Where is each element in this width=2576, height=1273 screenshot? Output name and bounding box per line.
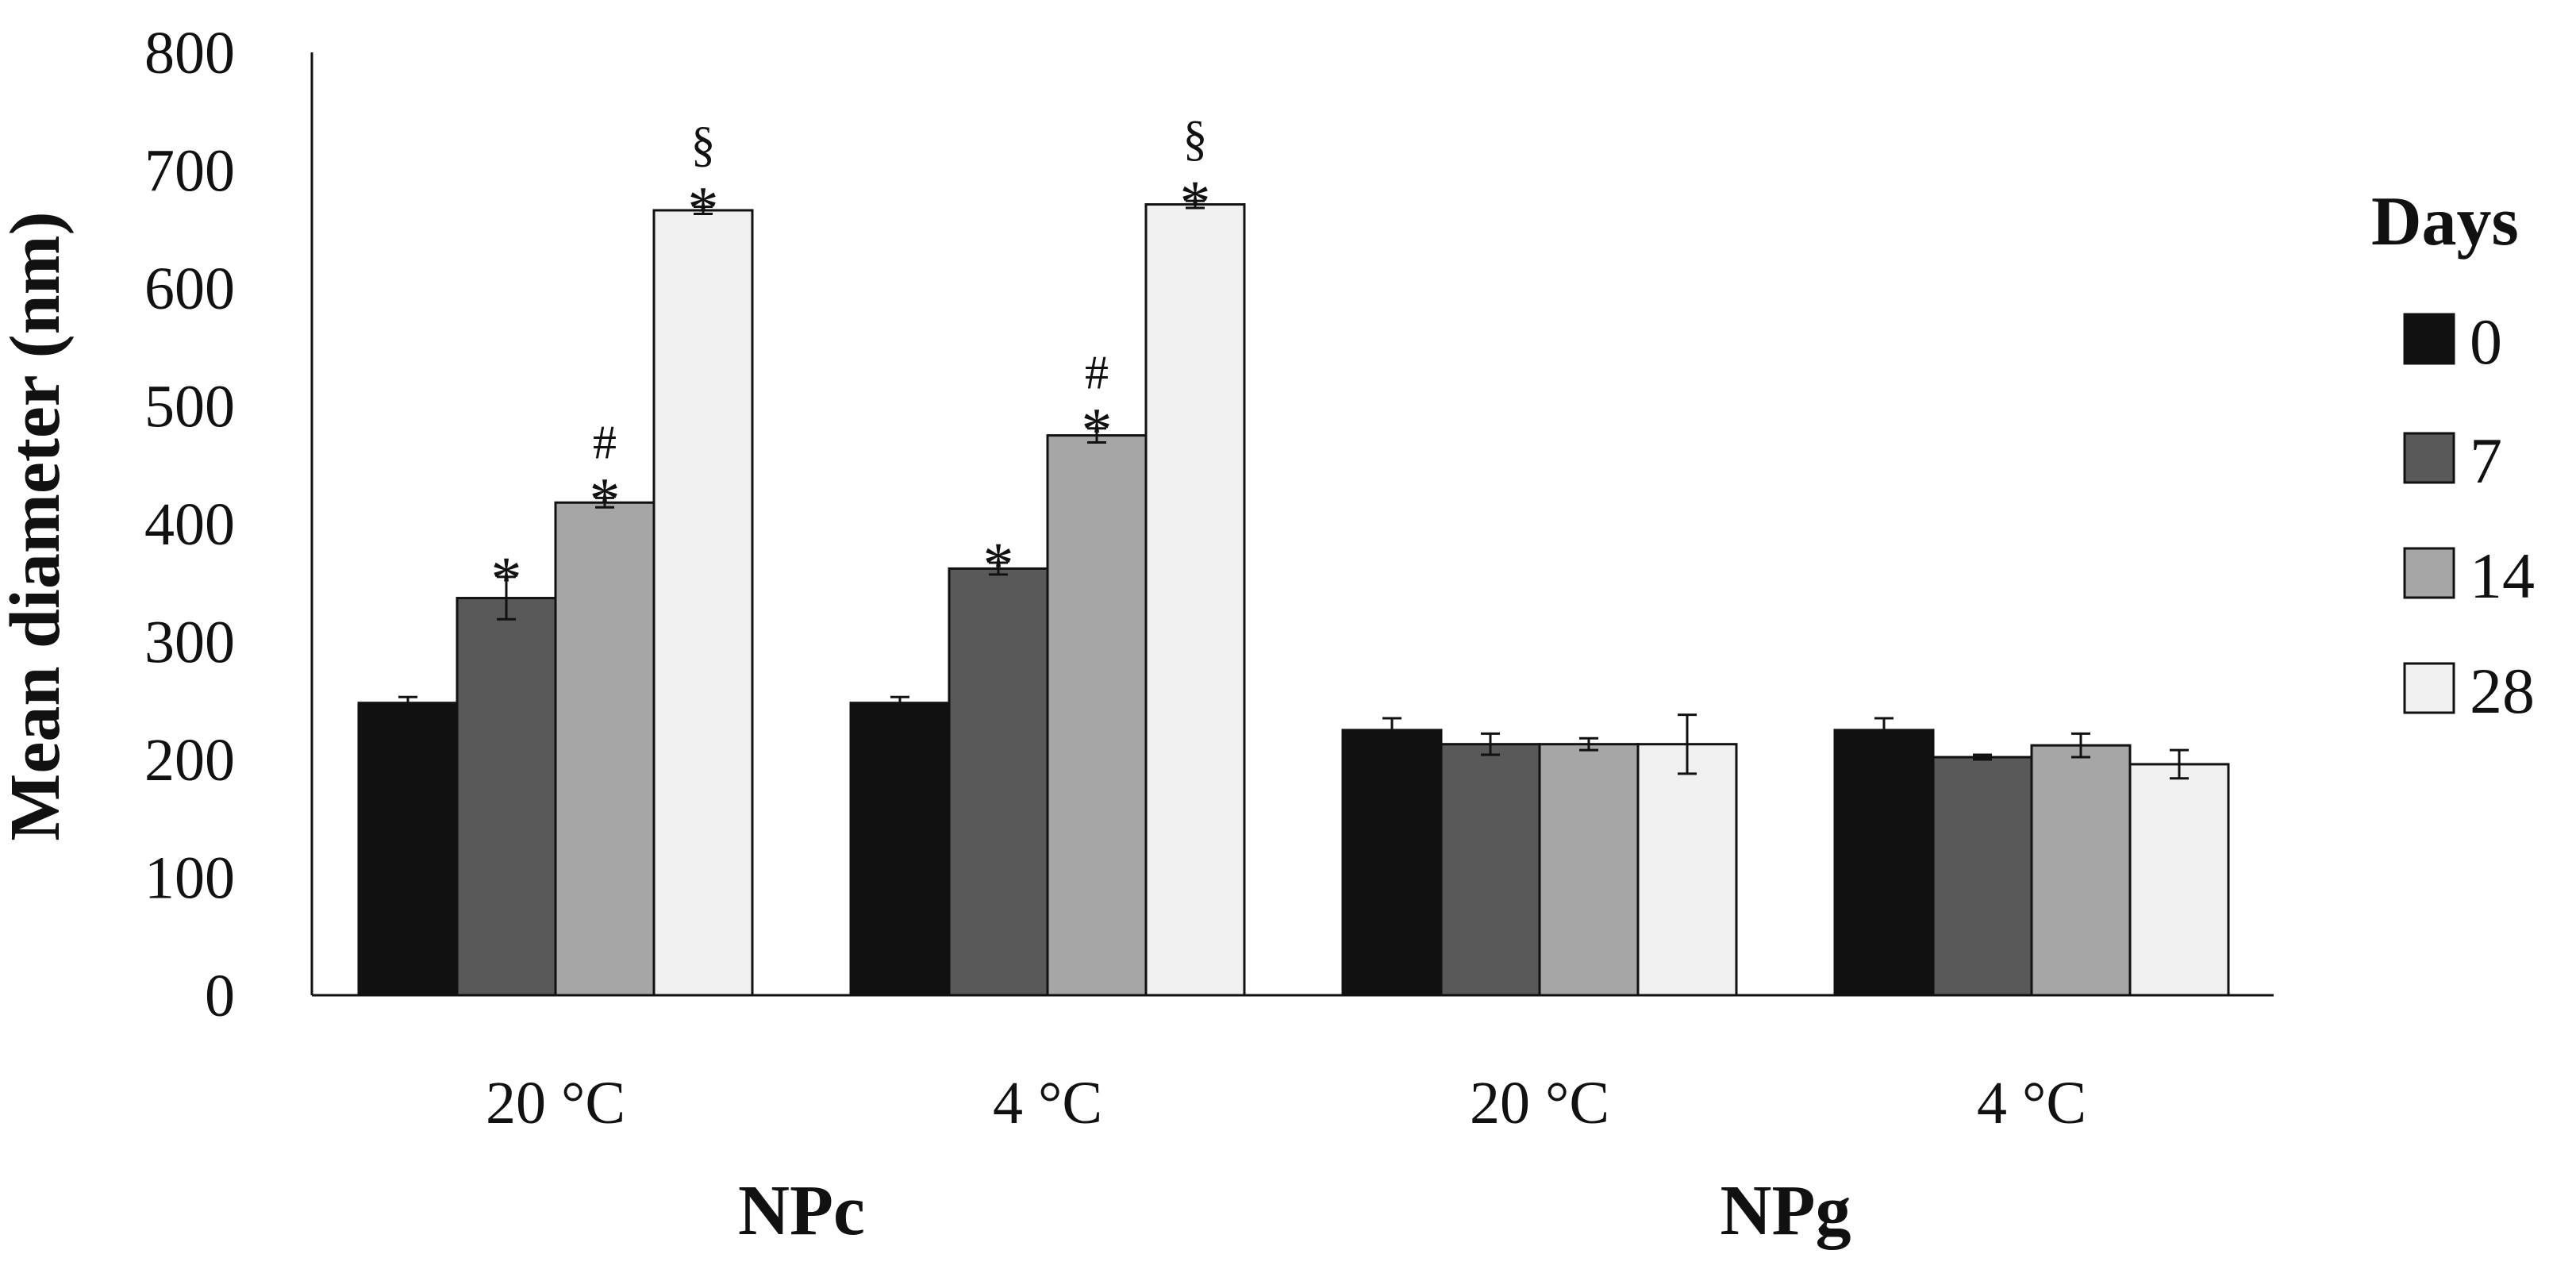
x-category-label: 20 °C bbox=[1470, 1070, 1609, 1136]
hash-annotation: # bbox=[593, 416, 617, 468]
error-bar bbox=[1973, 753, 1992, 761]
error-bar bbox=[1874, 717, 1894, 744]
legend-label-day-0: 0 bbox=[2470, 306, 2502, 378]
legend-label-day-28: 28 bbox=[2470, 655, 2535, 727]
bar-day-28-cat-1 bbox=[652, 209, 754, 997]
error-bars bbox=[398, 199, 2189, 780]
bar-day-14-cat-3 bbox=[1538, 743, 1640, 997]
y-tick-label: 100 bbox=[144, 845, 235, 912]
y-tick-label: 500 bbox=[144, 374, 235, 440]
legend-swatch-day-28 bbox=[2403, 662, 2455, 714]
y-tick-label: 700 bbox=[144, 138, 235, 205]
y-axis: 0 100 200 300 400 500 600 700 800 bbox=[144, 20, 313, 1029]
significance-annotations: **#*§**#*§ bbox=[491, 112, 1211, 613]
y-tick-label: 0 bbox=[205, 963, 235, 1029]
error-bar bbox=[1186, 199, 1205, 210]
x-group-label: NPg bbox=[1721, 1171, 1851, 1250]
section-annotation: § bbox=[691, 118, 716, 172]
y-tick-label: 200 bbox=[144, 727, 235, 794]
error-bar bbox=[595, 496, 614, 509]
error-bar bbox=[1382, 717, 1401, 744]
bar-day-28-cat-3 bbox=[1636, 743, 1738, 997]
bar-day-7-cat-3 bbox=[1440, 743, 1541, 997]
asterisk-annotation: * bbox=[1180, 167, 1211, 237]
bar-day-14-cat-4 bbox=[2030, 744, 2132, 997]
error-bar bbox=[1579, 736, 1598, 752]
bar-day-7-cat-1 bbox=[456, 597, 557, 997]
error-bar bbox=[497, 575, 516, 621]
bar-day-7-cat-4 bbox=[1932, 756, 2033, 997]
asterisk-annotation: * bbox=[491, 544, 522, 613]
asterisk-annotation: * bbox=[688, 174, 719, 243]
bar-day-28-cat-4 bbox=[2128, 763, 2230, 997]
bar-day-14-cat-1 bbox=[554, 501, 656, 997]
x-category-label: 20 °C bbox=[486, 1070, 625, 1136]
error-bar bbox=[1678, 713, 1697, 775]
error-bar bbox=[890, 695, 909, 710]
error-bar bbox=[989, 561, 1008, 576]
y-tick-label: 800 bbox=[144, 20, 235, 87]
y-tick-label: 300 bbox=[144, 610, 235, 676]
bar-day-0-cat-3 bbox=[1341, 729, 1443, 997]
x-category-label: 4 °C bbox=[1977, 1070, 2086, 1136]
y-axis-label: Mean diameter (nm) bbox=[0, 211, 75, 840]
section-annotation: § bbox=[1183, 112, 1208, 166]
x-category-label: 4 °C bbox=[993, 1070, 1102, 1136]
asterisk-annotation: * bbox=[590, 464, 621, 533]
bar-day-0-cat-4 bbox=[1833, 729, 1935, 997]
error-bar bbox=[1087, 427, 1106, 444]
legend-swatch-day-7 bbox=[2403, 432, 2455, 484]
error-bar bbox=[1481, 732, 1500, 756]
error-bar bbox=[2170, 748, 2189, 780]
error-bar bbox=[398, 695, 417, 710]
legend-label-day-14: 14 bbox=[2470, 540, 2535, 612]
x-group-label: NPc bbox=[738, 1171, 865, 1250]
asterisk-annotation: * bbox=[1082, 395, 1113, 464]
bars bbox=[357, 203, 2230, 997]
legend: Days 0 7 14 28 bbox=[2371, 183, 2535, 727]
bar-day-7-cat-2 bbox=[948, 567, 1049, 997]
bar-day-28-cat-2 bbox=[1144, 203, 1246, 997]
legend-label-day-7: 7 bbox=[2470, 425, 2502, 497]
x-axis: 20 °C 4 °C 20 °C 4 °C NPc NPg bbox=[312, 994, 2274, 1250]
y-tick-label: 400 bbox=[144, 491, 235, 558]
bar-day-0-cat-2 bbox=[849, 702, 951, 997]
legend-title: Days bbox=[2371, 183, 2519, 260]
asterisk-annotation: * bbox=[983, 529, 1014, 598]
legend-swatch-day-14 bbox=[2403, 547, 2455, 599]
y-tick-label: 600 bbox=[144, 256, 235, 322]
error-bar bbox=[2071, 732, 2090, 759]
legend-swatch-day-0 bbox=[2403, 313, 2455, 365]
bar-day-14-cat-2 bbox=[1046, 434, 1148, 997]
bar-day-0-cat-1 bbox=[357, 702, 459, 997]
hash-annotation: # bbox=[1085, 347, 1109, 399]
error-bar bbox=[694, 206, 713, 215]
